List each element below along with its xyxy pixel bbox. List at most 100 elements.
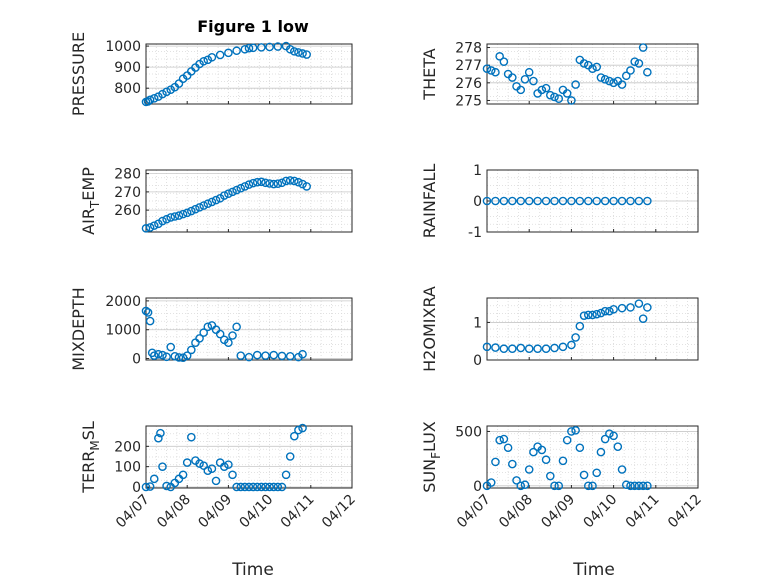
- data-point: [232, 322, 241, 332]
- data-point: [550, 196, 559, 206]
- data-point: [244, 352, 254, 362]
- data-point: [232, 482, 241, 492]
- data-point: [605, 306, 614, 316]
- x-axis-label-right: Time: [572, 560, 615, 580]
- y-axis-label: TERRMSL: [79, 421, 102, 494]
- subplot-h2omixra: 0 1 H2OMIXRA: [420, 286, 699, 372]
- data-point: [638, 314, 648, 323]
- data-point: [248, 178, 258, 188]
- data-point: [575, 196, 585, 206]
- data-point: [491, 457, 500, 467]
- data-point: [187, 345, 196, 355]
- data-point: [541, 455, 551, 465]
- data-point: [281, 470, 291, 480]
- data-point: [182, 208, 192, 218]
- data-point: [605, 429, 614, 438]
- data-point: [482, 196, 492, 206]
- data-point: [228, 187, 237, 197]
- data-point: [248, 43, 258, 53]
- data-point: [533, 196, 542, 206]
- y-tick-label: 800: [114, 81, 141, 97]
- y-tick-label: 276: [455, 76, 482, 92]
- y-tick-label: 900: [114, 60, 141, 76]
- data-point: [294, 48, 303, 57]
- data-point: [583, 196, 593, 206]
- data-point: [516, 85, 526, 95]
- data-point: [562, 89, 572, 98]
- data-point: [145, 316, 155, 326]
- data-point: [579, 59, 589, 68]
- data-point: [617, 303, 627, 313]
- y-tick-label: 1000: [105, 39, 141, 55]
- data-point: [516, 481, 526, 491]
- data-point: [550, 481, 559, 491]
- data-point: [634, 196, 644, 206]
- data-point: [158, 216, 167, 226]
- data-point: [154, 433, 163, 443]
- data-point: [583, 310, 593, 320]
- data-point: [232, 46, 241, 56]
- axes-box: [145, 169, 353, 233]
- data-point: [558, 456, 568, 466]
- data-point: [191, 204, 200, 214]
- data-point: [596, 73, 606, 82]
- data-point: [520, 480, 530, 490]
- data-point: [261, 351, 270, 360]
- y-tick-label: 1: [473, 163, 482, 179]
- data-point: [154, 349, 163, 359]
- data-point: [252, 177, 262, 187]
- data-point: [166, 213, 176, 222]
- data-point: [562, 435, 572, 445]
- y-axis-label: AIRTEMP: [79, 167, 102, 235]
- data-point: [244, 43, 254, 53]
- data-point: [236, 351, 246, 360]
- data-point: [626, 196, 635, 206]
- data-point: [174, 79, 184, 88]
- data-point: [482, 64, 492, 74]
- data-point: [199, 328, 208, 337]
- data-point: [219, 191, 229, 200]
- data-point: [499, 434, 509, 444]
- data-point: [199, 201, 208, 210]
- data-point: [178, 353, 188, 362]
- data-point: [257, 177, 266, 187]
- data-point: [567, 196, 576, 206]
- data-point: [541, 83, 551, 93]
- data-point: [285, 351, 295, 361]
- y-axis-label: PRESSURE: [69, 32, 88, 116]
- y-tick-label: 280: [114, 167, 141, 183]
- data-point: [240, 182, 250, 191]
- data-point: [269, 482, 279, 492]
- y-tick-label: 1000: [105, 323, 141, 339]
- data-point: [592, 62, 602, 72]
- axes-box: [486, 43, 699, 105]
- y-tick-label: 1: [473, 315, 482, 331]
- data-point: [558, 196, 568, 206]
- y-axis-label: SUNFLUX: [420, 421, 443, 493]
- data-point: [290, 176, 299, 186]
- data-point: [596, 447, 606, 457]
- data-point: [546, 90, 555, 100]
- data-point: [495, 435, 504, 445]
- data-point: [228, 331, 237, 340]
- data-point: [508, 73, 517, 82]
- data-point: [533, 344, 542, 354]
- subplot-air_temp: 260 270 280 AIRTEMP: [79, 167, 353, 235]
- axes-box: [486, 297, 699, 361]
- data-point: [529, 447, 538, 457]
- y-tick-label: 0: [473, 353, 482, 369]
- data-point: [187, 206, 196, 216]
- subplot-rainfall: -1 0 1 RAINFALL: [420, 163, 699, 241]
- y-tick-label: -1: [468, 225, 482, 241]
- data-point: [524, 67, 534, 77]
- data-point: [546, 471, 555, 481]
- y-tick-label: 0: [473, 479, 482, 495]
- y-tick-label: 2000: [105, 294, 141, 310]
- data-point: [499, 344, 509, 354]
- data-point: [158, 89, 167, 99]
- data-point: [269, 350, 279, 360]
- data-point: [149, 351, 159, 360]
- data-point: [482, 342, 492, 352]
- data-point: [174, 211, 184, 220]
- data-point: [141, 482, 151, 492]
